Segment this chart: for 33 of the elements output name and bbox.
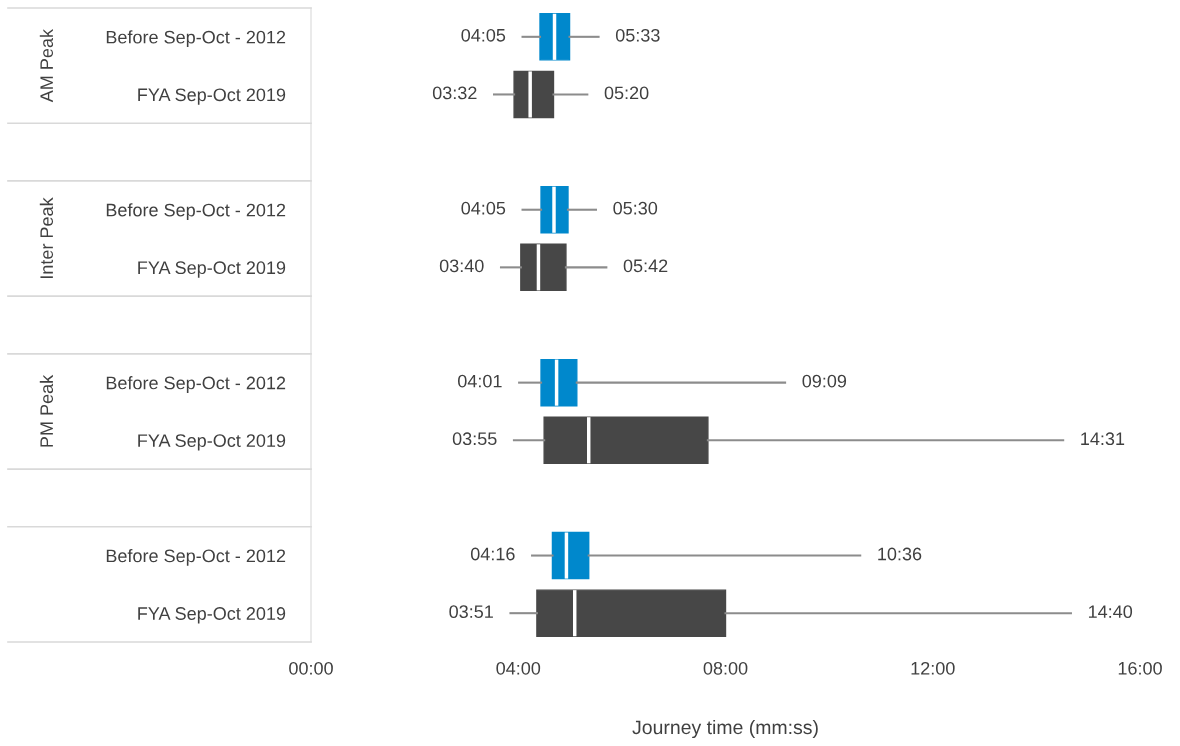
y-tick-label: FYA Sep-Oct 2019 [138, 88, 286, 105]
x-tick-label: 04:00 [496, 661, 541, 675]
x-tick-label: 12:00 [911, 661, 955, 675]
text: 03:55 [452, 432, 497, 446]
text: 14:31 [1081, 432, 1125, 446]
y-tick-label: Before Sep-Oct - 2012 [106, 30, 286, 48]
text: 14:40 [1088, 605, 1133, 619]
x-tick-label: 08:00 [703, 661, 748, 675]
text: 04:16 [470, 547, 515, 561]
y-tick-label: FYA Sep-Oct 2019 [138, 261, 286, 278]
y-tick-label: FYA Sep-Oct 2019 [138, 607, 286, 624]
text: 04:05 [461, 201, 506, 215]
text: PM Peak [39, 374, 54, 447]
x-tick-label: 00:00 [289, 661, 333, 675]
text: 05:42 [623, 259, 668, 273]
text: 09:09 [802, 374, 847, 388]
text: 05:30 [613, 201, 658, 215]
y-tick-label: Before Sep-Oct - 2012 [106, 376, 286, 393]
text: 03:51 [449, 605, 493, 619]
text: 03:40 [439, 259, 484, 273]
y-tick-label: Before Sep-Oct - 2012 [106, 203, 286, 221]
text: 05:20 [604, 86, 649, 100]
text: 04:05 [461, 28, 506, 42]
text: 03:32 [432, 86, 477, 100]
y-tick-label: FYA Sep-Oct 2019 [138, 434, 286, 451]
text: 05:33 [615, 28, 660, 42]
x-tick-label: 16:00 [1118, 661, 1162, 675]
text: Inter Peak [39, 197, 54, 279]
text: 10:36 [878, 547, 922, 561]
x-axis-title: Journey time (mm:ss) [632, 719, 818, 739]
text: AM Peak [39, 28, 54, 103]
y-tick-label: Before Sep-Oct - 2012 [106, 549, 286, 566]
text: 04:01 [457, 374, 502, 388]
